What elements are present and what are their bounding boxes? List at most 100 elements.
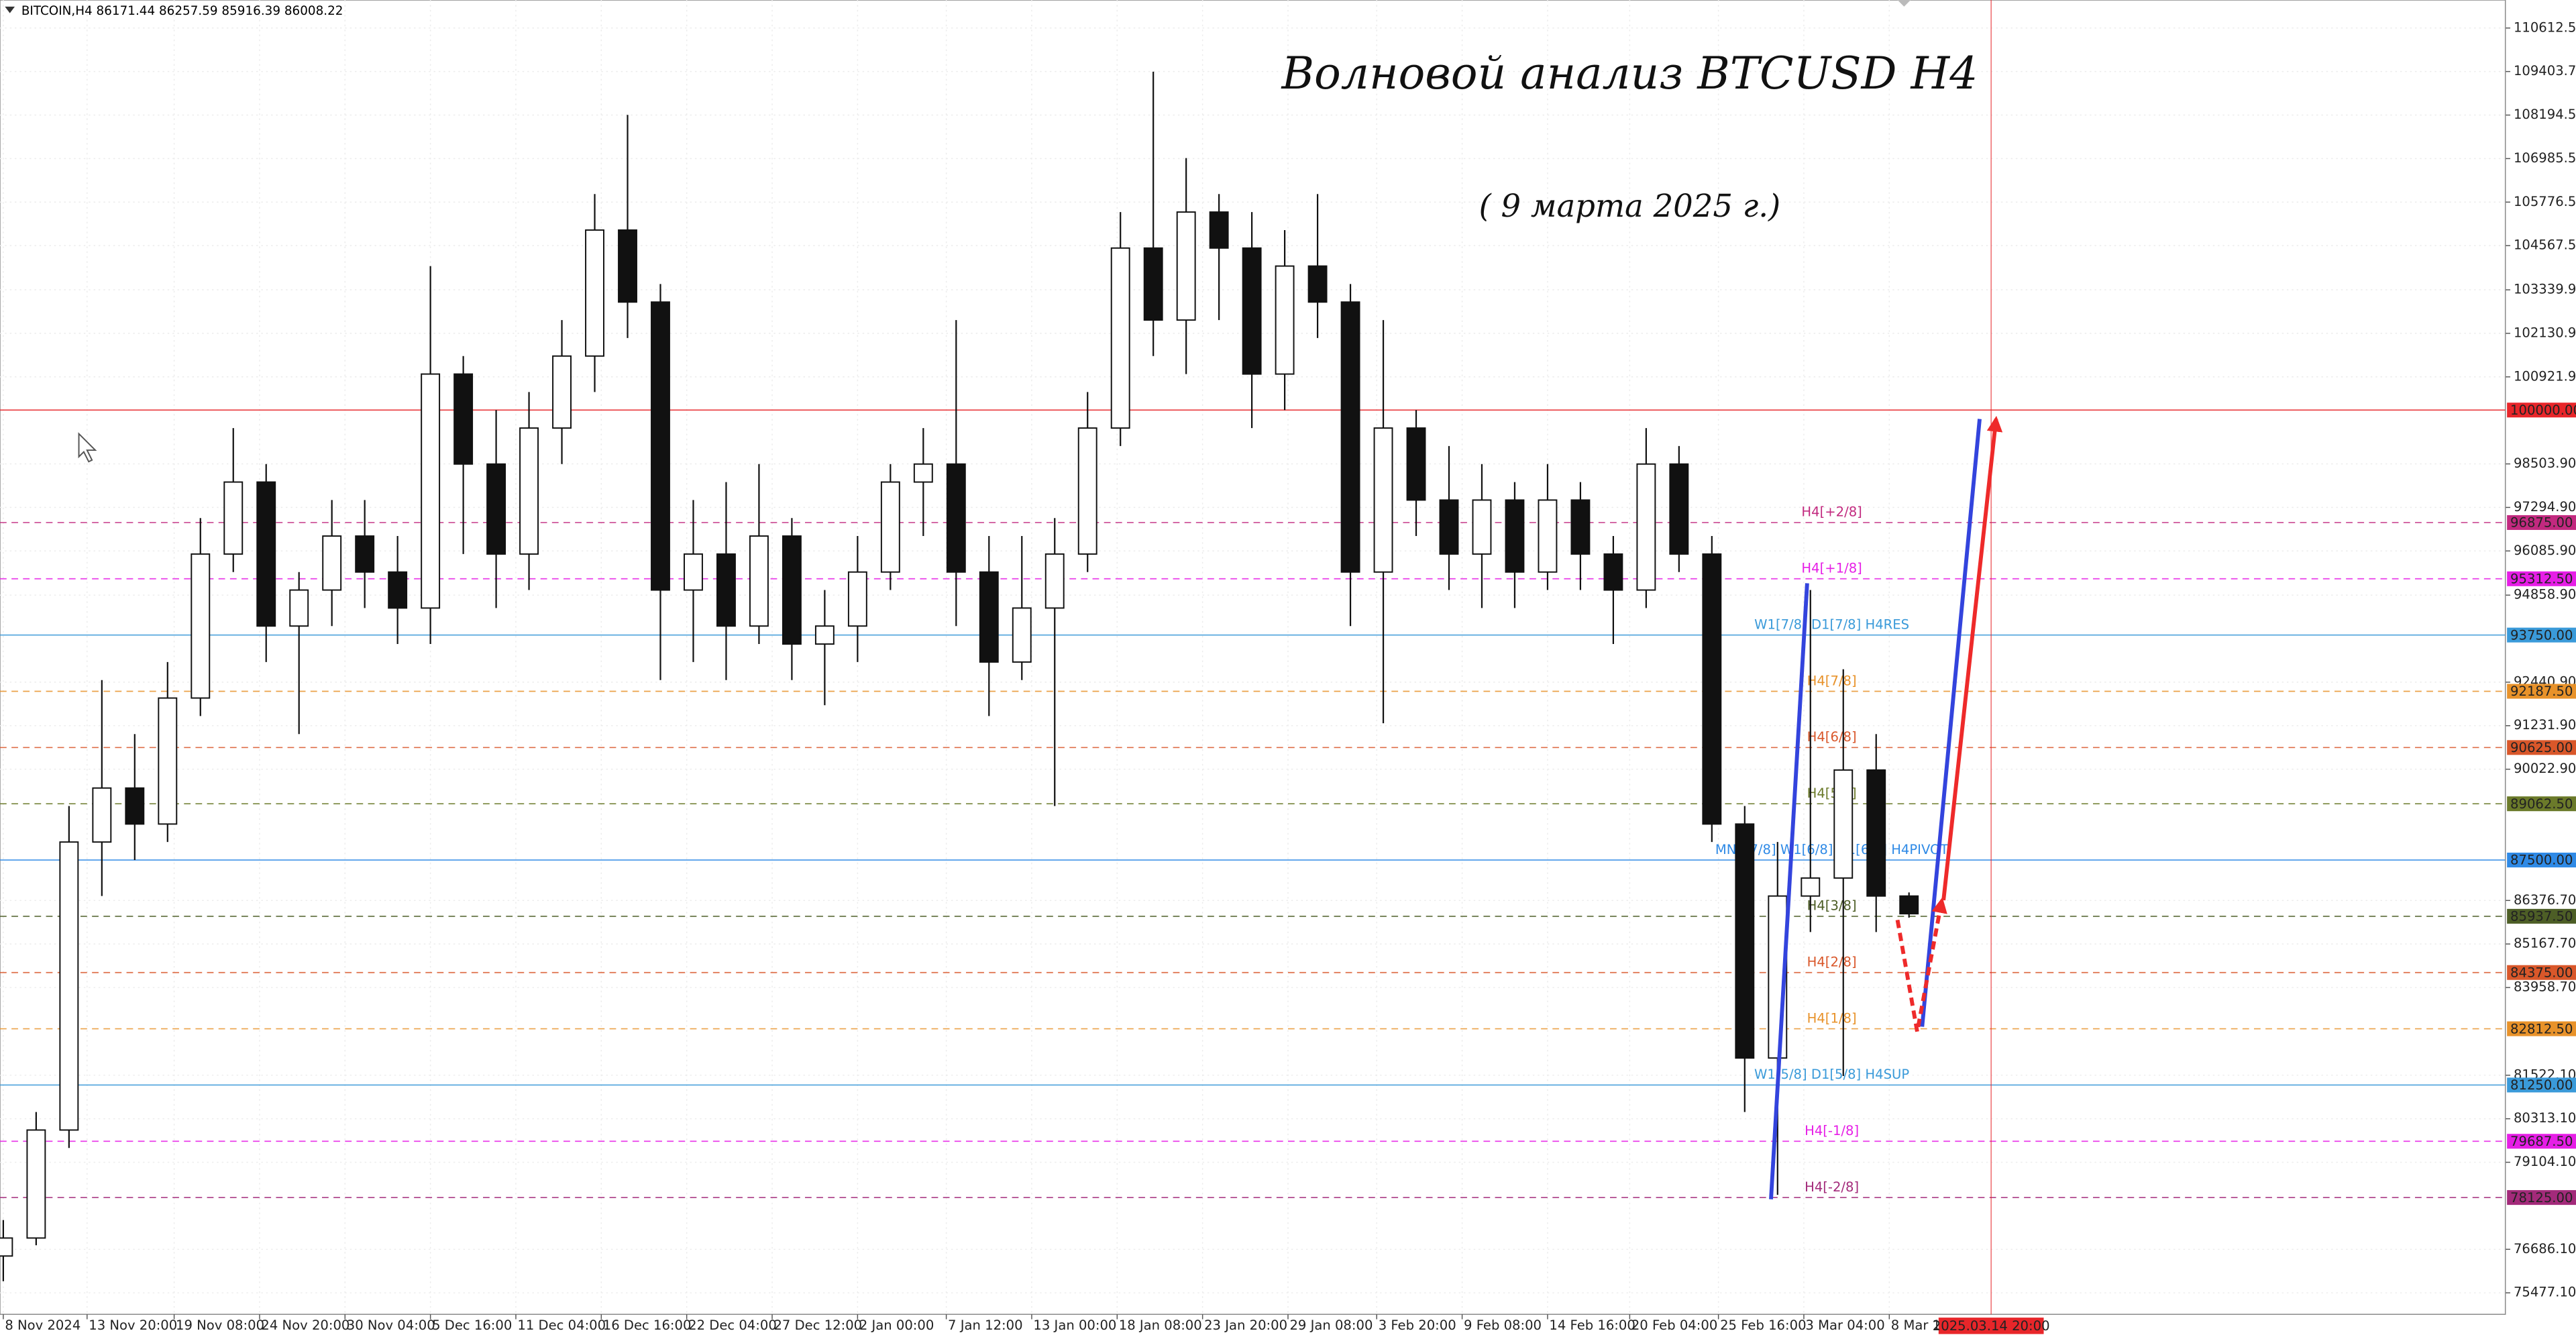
y-tick-label: 96085.90 [2514, 543, 2576, 558]
y-tick-label: 98503.90 [2514, 456, 2576, 471]
candle-body [1044, 553, 1065, 609]
candle-body [1833, 769, 1854, 879]
trend-drawing [1769, 583, 1809, 1199]
candle-body [1669, 463, 1689, 555]
candle-body [0, 1237, 13, 1257]
candle-body [782, 535, 802, 645]
candle-body [322, 535, 342, 591]
y-tick-label: 76686.10 [2514, 1241, 2576, 1256]
x-tick-label: 13 Nov 20:00 [89, 1318, 177, 1333]
candle-body [453, 373, 474, 465]
candle-body [1110, 247, 1130, 429]
mouse-cursor [78, 432, 97, 463]
candle-body [716, 553, 736, 627]
level-name: W1[7/8] D1[7/8] H4RES [1754, 617, 1909, 632]
x-tick-label: 30 Nov 04:00 [347, 1318, 435, 1333]
level-price-label: 78125.00 [2510, 1190, 2573, 1206]
plot-area [0, 0, 2506, 1315]
y-tick-label: 105776.50 [2514, 194, 2576, 209]
level-price-label: 92187.50 [2510, 684, 2573, 699]
level-price-box [2507, 740, 2576, 755]
candle-body [519, 427, 539, 555]
x-tick-label: 11 Dec 04:00 [517, 1318, 606, 1333]
candle-body [1307, 265, 1328, 303]
y-tick-label: 100921.90 [2514, 368, 2576, 384]
candle-body [552, 355, 572, 429]
y-tick-label: 108194.50 [2514, 107, 2576, 122]
level-price-box [2507, 627, 2576, 643]
crosshair-label: 2025.03.14 20:00 [1933, 1318, 2050, 1334]
x-tick-label: 8 Nov 2024 [5, 1318, 80, 1333]
level-name: H4[2/8] [1807, 955, 1857, 970]
level-name: H4[3/8] [1807, 898, 1857, 914]
candle-body [1538, 499, 1558, 573]
x-tick-label: 3 Mar 04:00 [1805, 1318, 1884, 1333]
candle-body [1866, 769, 1886, 897]
candle-body [289, 589, 309, 627]
level-price-label: 81250.00 [2510, 1077, 2573, 1093]
candle-body [1570, 499, 1591, 555]
level-name: H4[7/8] [1807, 673, 1857, 688]
candle-body [847, 571, 867, 627]
candle-body [26, 1129, 46, 1239]
level-price-box [2507, 571, 2576, 586]
y-tick-label: 91231.90 [2514, 717, 2576, 733]
crosshair-label-box [1938, 1318, 2044, 1334]
level-name: H4[-1/8] [1805, 1123, 1859, 1138]
candle-body [1077, 427, 1097, 555]
x-tick-label: 5 Dec 16:00 [432, 1318, 512, 1333]
candle-body [1340, 301, 1360, 573]
candle-body [913, 463, 933, 483]
level-name: H4[6/8] [1807, 729, 1857, 745]
level-price-label: 87500.00 [2510, 853, 2573, 868]
y-tick-label: 79104.10 [2514, 1154, 2576, 1169]
y-tick-label: 110612.50 [2514, 19, 2576, 35]
y-tick-label: 103339.90 [2514, 282, 2576, 297]
level-price-box [2507, 403, 2576, 418]
chart-header: BITCOIN,H4 86171.44 86257.59 85916.39 86… [21, 4, 343, 18]
y-tick-label: 75477.10 [2514, 1285, 2576, 1300]
chart-subtitle: ( 9 марта 2025 г.) [1479, 188, 1781, 224]
chart-title: Волновой анализ BTCUSD H4 [1281, 48, 1978, 99]
y-tick-label: 80313.10 [2514, 1110, 2576, 1126]
x-tick-label: 27 Dec 12:00 [773, 1318, 862, 1333]
candle-body [1505, 499, 1525, 573]
x-tick-label: 29 Jan 08:00 [1289, 1318, 1373, 1333]
y-tick-label: 109403.75 [2514, 63, 2576, 78]
level-price-label: 96875.00 [2510, 515, 2573, 531]
candle-body [421, 373, 441, 609]
level-name: H4[+1/8] [1801, 561, 1862, 576]
level-name: H4[+2/8] [1801, 504, 1862, 520]
candle-body [946, 463, 966, 573]
x-tick-label: 19 Nov 08:00 [176, 1318, 264, 1333]
level-price-label: 84375.00 [2510, 965, 2573, 980]
x-tick-label: 14 Feb 16:00 [1549, 1318, 1635, 1333]
y-tick-label: 83958.70 [2514, 979, 2576, 995]
x-tick-label: 23 Jan 20:00 [1204, 1318, 1287, 1333]
x-tick-label: 20 Feb 04:00 [1631, 1318, 1717, 1333]
level-price-label: 89062.50 [2510, 796, 2573, 812]
candle-body [1472, 499, 1492, 555]
level-price-box [2507, 1077, 2576, 1093]
x-tick-label: 2 Jan 00:00 [859, 1318, 934, 1333]
level-price-label: 82812.50 [2510, 1021, 2573, 1036]
candle-body [191, 553, 211, 699]
trend-drawing [1920, 419, 1982, 1027]
candle-body [1242, 247, 1262, 375]
level-name: MN1[7/8] W1[6/8] D1[6/8] H4PIVOT [1715, 842, 1949, 857]
candle-body [749, 535, 769, 627]
candle-body [256, 481, 276, 627]
level-price-box [2507, 852, 2576, 868]
level-price-box [2507, 908, 2576, 924]
y-tick-label: 85167.70 [2514, 936, 2576, 951]
candle-body [355, 535, 375, 573]
candle-body [125, 787, 145, 825]
candle-body [1406, 427, 1426, 501]
trend-drawing [1895, 897, 1947, 1032]
candle-body [1735, 823, 1755, 1059]
y-tick-label: 106985.50 [2514, 150, 2576, 166]
y-tick-label: 90022.90 [2514, 761, 2576, 776]
candle-body [1636, 463, 1656, 591]
y-tick-label: 104567.50 [2514, 237, 2576, 253]
candle-body [92, 787, 112, 843]
